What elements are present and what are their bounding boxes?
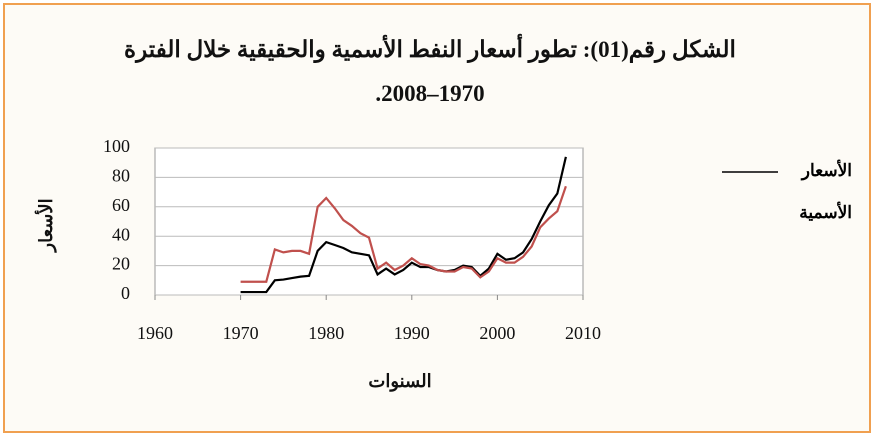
x-axis-label: السنوات xyxy=(368,371,431,392)
x-tick-label: 1970 xyxy=(223,323,259,343)
y-tick-label: 0 xyxy=(121,283,130,303)
legend-label: الأسعار الأسمية xyxy=(799,161,852,222)
y-axis-label: الأسعار xyxy=(34,198,57,253)
x-tick-label: 1980 xyxy=(308,323,344,343)
chart-title: الشكل رقم(01): تطور أسعار النفط الأسمية … xyxy=(124,37,736,106)
plot-area xyxy=(154,147,584,296)
y-tick-label: 40 xyxy=(112,224,130,244)
y-tick-label: 60 xyxy=(112,195,130,215)
y-tick-label: 100 xyxy=(103,136,130,156)
x-tick-label: 2010 xyxy=(565,323,601,343)
x-tick-label: 1960 xyxy=(137,323,173,343)
x-tick-label: 2000 xyxy=(479,323,515,343)
y-tick-label: 80 xyxy=(112,166,130,186)
series-line xyxy=(240,185,567,283)
x-tick-label: 1990 xyxy=(394,323,430,343)
series-line xyxy=(240,156,567,294)
y-tick-label: 20 xyxy=(112,254,130,274)
